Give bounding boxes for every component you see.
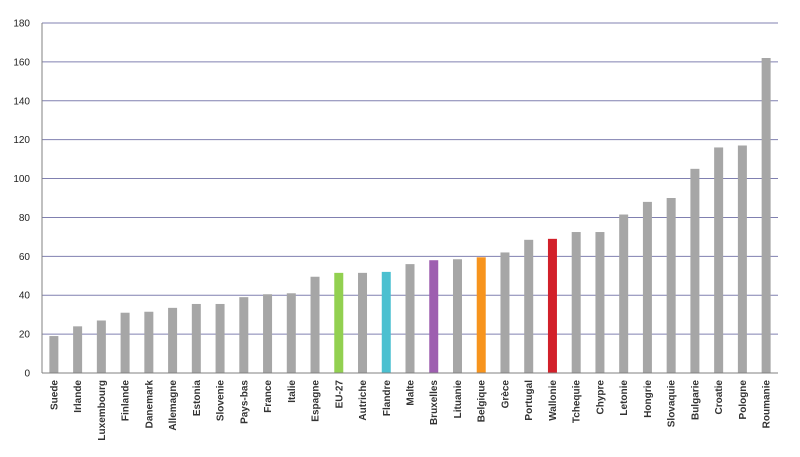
- bar: [524, 239, 534, 373]
- x-tick-label: Irlande: [73, 380, 84, 413]
- bar: [619, 214, 629, 373]
- gridlines: [42, 22, 778, 335]
- x-tick-label: EU-27: [334, 380, 345, 409]
- x-tick-label: Danemark: [144, 380, 155, 429]
- x-tick-label: Malte: [406, 380, 417, 406]
- bar: [761, 58, 771, 373]
- x-tick-label: Flandre: [382, 380, 393, 417]
- bar: [547, 238, 557, 373]
- x-tick-label: Tchequie: [572, 380, 583, 424]
- y-tick-label: 40: [19, 291, 31, 302]
- y-axis-labels: 0 20 40 60 80 100 120 140 160 180: [13, 19, 30, 380]
- x-tick-label: Letonie: [619, 380, 630, 416]
- x-tick-label: Lituanie: [453, 380, 464, 419]
- bar: [500, 252, 510, 373]
- x-tick-label: Chypre: [595, 380, 606, 415]
- x-tick-label: Finlande: [121, 380, 132, 422]
- x-tick-label: Suede: [49, 380, 60, 410]
- bar: [381, 271, 391, 373]
- x-tick-label: Portugal: [524, 380, 535, 421]
- bar: [215, 303, 225, 373]
- bar: [120, 312, 130, 373]
- y-tick-label: 20: [19, 330, 31, 341]
- bar: [239, 297, 249, 373]
- bar: [144, 311, 154, 373]
- x-tick-label: Hongrie: [643, 380, 654, 418]
- bar: [476, 257, 486, 373]
- x-tick-label: Autriche: [358, 380, 369, 421]
- x-tick-label: Bruxelles: [429, 380, 440, 425]
- bar: [263, 294, 273, 373]
- bar: [49, 336, 59, 373]
- x-tick-label: Espagne: [311, 380, 322, 422]
- x-tick-label: Luxembourg: [97, 380, 108, 441]
- x-tick-label: Bulgarie: [690, 380, 701, 420]
- y-tick-label: 120: [13, 135, 30, 146]
- x-tick-label: Italie: [287, 380, 298, 403]
- x-tick-label: Wallonie: [548, 380, 559, 421]
- x-tick-label: Slovenie: [216, 380, 227, 422]
- bar: [191, 303, 201, 373]
- bars: [49, 58, 771, 373]
- x-tick-label: Slovaquie: [667, 380, 678, 428]
- bar: [168, 307, 178, 373]
- y-tick-label: 0: [24, 369, 30, 380]
- bar: [429, 260, 439, 373]
- x-tick-label: Croatie: [714, 380, 725, 415]
- bar: [73, 326, 83, 373]
- y-tick-label: 180: [13, 19, 30, 30]
- bar: [96, 320, 106, 373]
- bar: [690, 168, 700, 373]
- bar: [571, 232, 581, 373]
- y-tick-label: 100: [13, 174, 30, 185]
- x-tick-label: Pays-bas: [239, 380, 250, 424]
- x-axis-labels: Suede Irlande Luxembourg Finlande Danemark Al…: [49, 380, 772, 441]
- bar: [334, 272, 344, 373]
- bar: [358, 272, 368, 373]
- bar: [714, 147, 724, 373]
- x-tick-label: Estonia: [192, 380, 203, 417]
- y-tick-label: 140: [13, 96, 30, 107]
- y-tick-label: 160: [13, 57, 30, 68]
- x-tick-label: Grèce: [500, 380, 511, 409]
- x-tick-label: France: [263, 380, 274, 413]
- bar: [642, 201, 652, 373]
- bar: [666, 198, 676, 373]
- x-tick-label: Pologne: [738, 380, 749, 420]
- x-tick-label: Belgique: [477, 380, 488, 423]
- bar: [595, 232, 605, 373]
- x-tick-label: Roumanie: [762, 380, 773, 429]
- x-tick-label: Allemagne: [168, 380, 179, 431]
- bar: [737, 145, 747, 373]
- y-tick-label: 60: [19, 252, 31, 263]
- bar: [452, 259, 462, 373]
- bar: [310, 276, 320, 373]
- y-tick-label: 80: [19, 213, 31, 224]
- bar: [405, 264, 415, 373]
- bar: [286, 293, 296, 373]
